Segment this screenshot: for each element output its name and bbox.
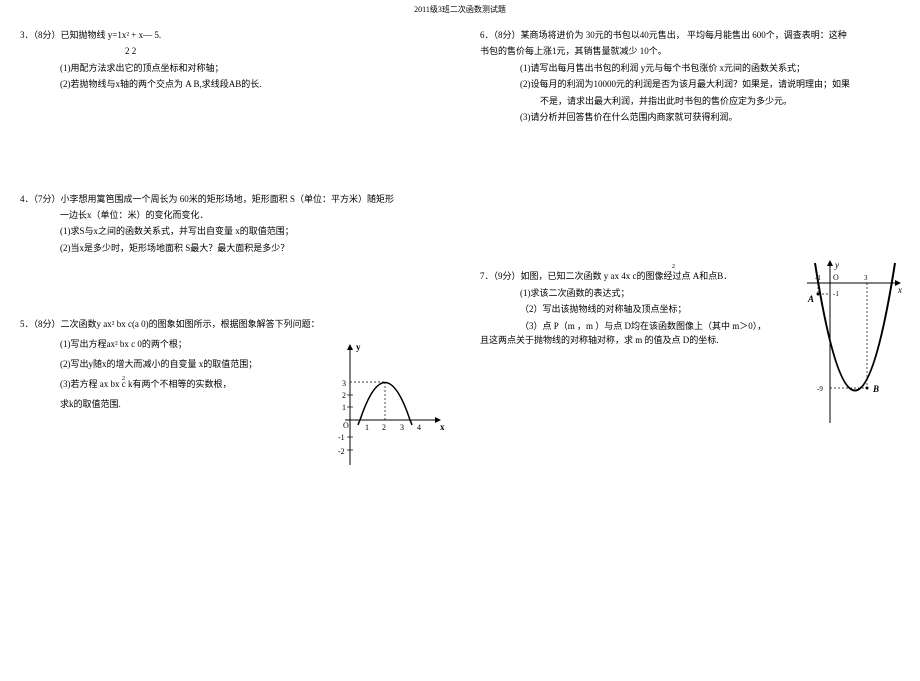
- xtick-1: 1: [365, 423, 369, 432]
- origin-7: O: [833, 273, 839, 282]
- xtick-2: 2: [382, 423, 386, 432]
- p6-sub2: (2)设每月的利润为10000元的利润是否为该月最大利润？如果是，请说明理由；如…: [480, 77, 900, 91]
- xlabel-7: x: [897, 285, 902, 295]
- p5-title: 5．（8分）二次函数y ax² bx c(a 0)的图象如图所示，根据图象解答下…: [20, 315, 460, 333]
- p6-title: 6．（8分）某商场将进价为 30元的书包以40元售出， 平均每月能售出 600个…: [480, 28, 900, 42]
- point-a: [817, 293, 820, 296]
- chart-p7: O -1 3 A B -1 -9 x y: [805, 258, 905, 428]
- parabola-7: [815, 263, 895, 391]
- p4-cont: 一边长x（单位：米）的变化而变化．: [20, 208, 460, 222]
- p7-sup: 2: [672, 263, 675, 273]
- parabola-left-tail: [358, 420, 360, 425]
- p6-sub3: (3)请分析并回答售价在什么范围内商家就可获得利润。: [480, 110, 900, 124]
- origin-label: O: [343, 421, 349, 430]
- y-neg9: -9: [817, 385, 823, 393]
- problem-6: 6．（8分）某商场将进价为 30元的书包以40元售出， 平均每月能售出 600个…: [480, 28, 900, 124]
- p3-sub1: (1)用配方法求出它的顶点坐标和对称轴；: [20, 61, 460, 75]
- label-b: B: [872, 384, 879, 394]
- p6-sub2b: 不是，请求出最大利润，并指出此时书包的售价应定为多少元。: [480, 94, 900, 108]
- yneg-2: -2: [338, 447, 345, 456]
- p4-sub1: (1)求S与x之间的函数关系式，并写出自变量 x的取值范围；: [20, 224, 460, 238]
- p5-sup: 2: [122, 373, 125, 385]
- xtick-4: 4: [417, 423, 421, 432]
- p3-sub2: (2)若抛物线与x轴的两个交点为 A B,求线段AB的长.: [20, 77, 460, 91]
- tick-neg1: -1: [815, 274, 821, 282]
- p5-sub3-text: (3)若方程 ax bx c k有两个不相等的实数根，: [60, 379, 231, 389]
- ytick-2: 2: [342, 391, 346, 400]
- p4-sub2: (2)当x是多少时，矩形场地面积 S最大？最大面积是多少？: [20, 241, 460, 255]
- problem-3: 3．（8分）已知抛物线 y=1x² + x— 5. 2 2 (1)用配方法求出它…: [20, 28, 460, 92]
- chart-p5: O 1 2 3 4 1 2 3 -1 -2 x y: [330, 340, 450, 470]
- ytick-3: 3: [342, 379, 346, 388]
- label-a: A: [807, 294, 814, 304]
- xlabel: x: [440, 422, 445, 432]
- xtick-3: 3: [400, 423, 404, 432]
- point-b: [866, 387, 869, 390]
- p3-title: 3．（8分）已知抛物线 y=1x² + x— 5.: [20, 28, 460, 42]
- tick-3: 3: [864, 274, 868, 282]
- parabola-right-tail: [410, 420, 412, 425]
- ytick-1: 1: [342, 403, 346, 412]
- y-neg1: -1: [833, 290, 839, 298]
- ylabel: y: [356, 342, 361, 352]
- problem-4: 4．（7分）小李想用篱笆围成一个周长为 60米的矩形场地，矩形面积 S（单位：平…: [20, 192, 460, 256]
- p6-sub1: (1)请写出每月售出书包的利润 y元与每个书包涨价 x元间的函数关系式；: [480, 61, 900, 75]
- p4-title: 4．（7分）小李想用篱笆围成一个周长为 60米的矩形场地，矩形面积 S（单位：平…: [20, 192, 460, 206]
- p6-cont: 书包的售价每上涨1元，其销售量就减少 10个。: [480, 44, 900, 58]
- ylabel-7: y: [834, 260, 839, 270]
- yneg-1: -1: [338, 433, 345, 442]
- page-header: 2011级3班二次函数测试题: [0, 4, 920, 15]
- p3-frac: 2 2: [20, 44, 460, 58]
